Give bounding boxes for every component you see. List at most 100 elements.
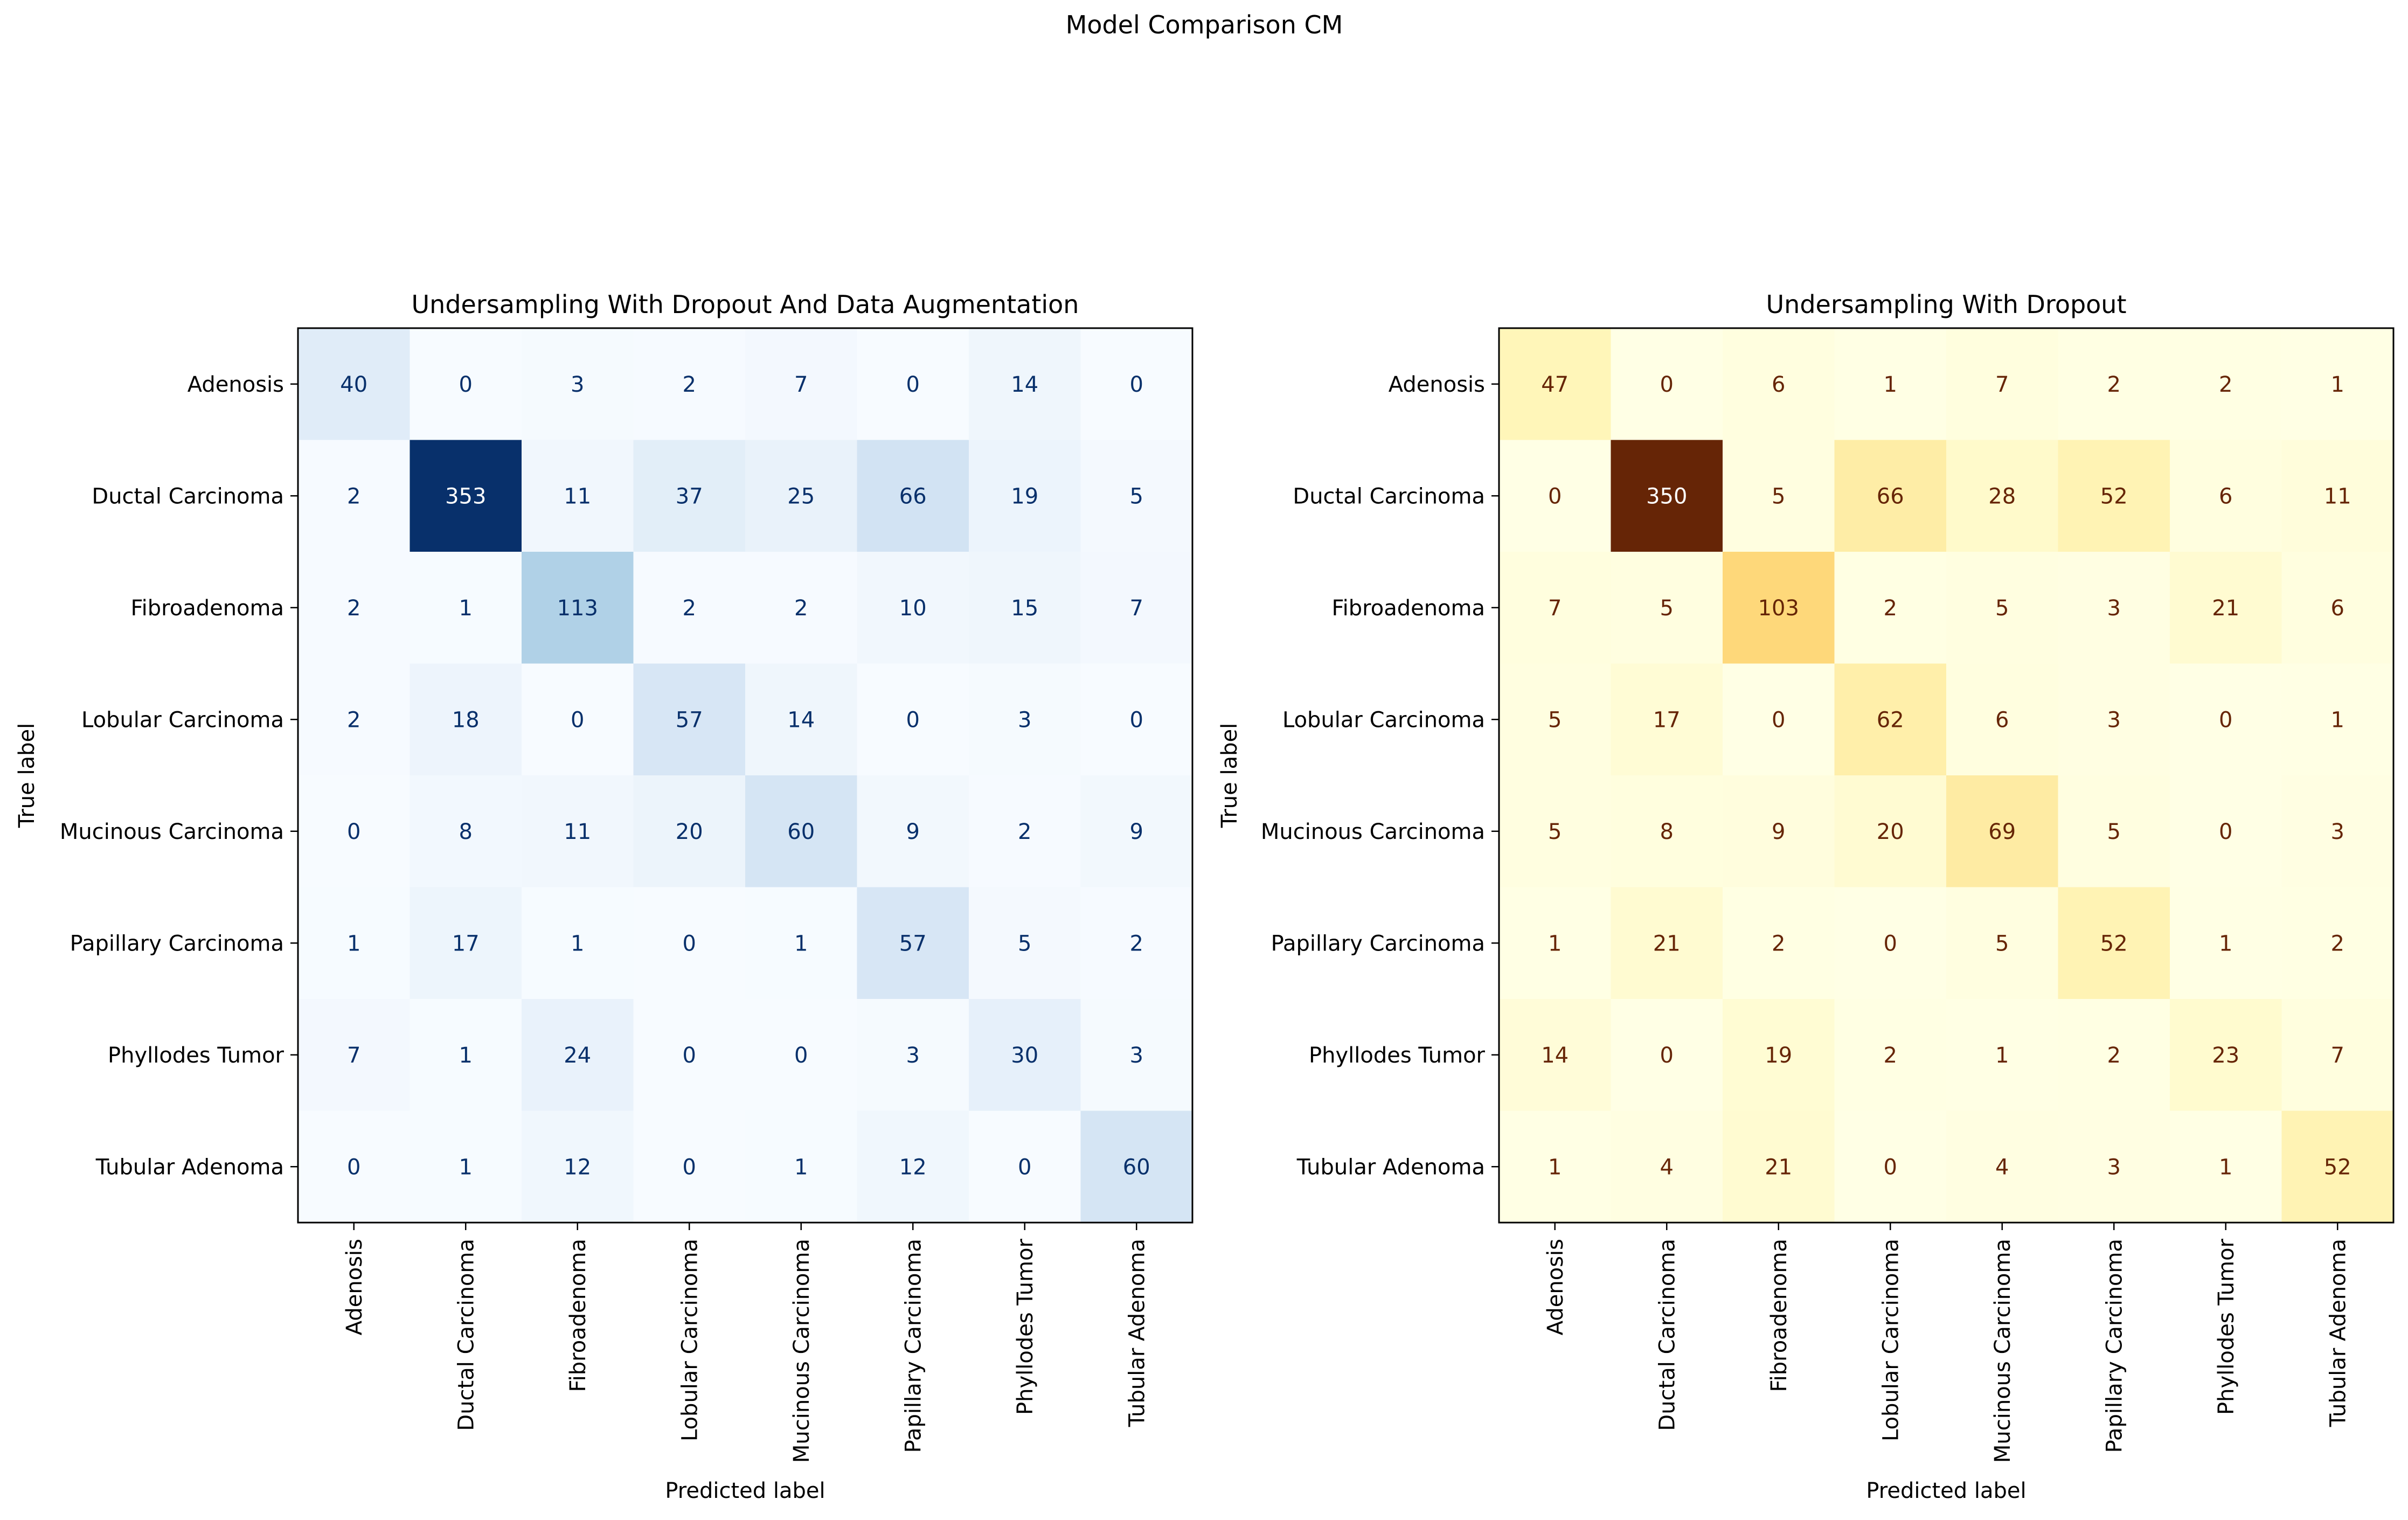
heatmap-cell [1946, 663, 2058, 776]
cell-value-label: 11 [564, 820, 591, 844]
cell-value-label: 8 [459, 820, 473, 844]
cell-value-label: 2 [794, 596, 808, 621]
heatmap-cell [745, 1110, 857, 1223]
y-tick-label: Lobular Carcinoma [1282, 707, 1485, 732]
cell-value-label: 66 [899, 484, 927, 509]
cell-value-label: 7 [1130, 596, 1143, 621]
heatmap-cell [1080, 328, 1193, 440]
heatmap-cell [2058, 663, 2170, 776]
plot-frame [297, 327, 1193, 1224]
heatmap-cell [633, 775, 746, 887]
cell-value-label: 52 [2324, 1155, 2351, 1179]
cell-value-label: 5 [1995, 596, 2009, 621]
cell-value-label: 0 [794, 1043, 808, 1068]
heatmap-cell [1834, 999, 1947, 1111]
heatmap-cell [522, 663, 634, 776]
heatmap-cell [2281, 1110, 2394, 1223]
y-axis-label: True label [15, 723, 39, 828]
y-tick-label: Fibroadenoma [1332, 596, 1485, 621]
heatmap-cell [745, 552, 857, 664]
heatmap-cell [1946, 999, 2058, 1111]
heatmap-cell [410, 887, 522, 1000]
cell-value-label: 0 [2219, 820, 2232, 844]
cell-value-label: 15 [1011, 596, 1038, 621]
x-tick-label: Tubular Adenoma [2326, 1239, 2350, 1427]
heatmap-cell [1723, 999, 1835, 1111]
heatmap-cell [633, 663, 746, 776]
heatmap-cell [1946, 887, 2058, 1000]
heatmap-cell [1834, 775, 1947, 887]
heatmap-cell [298, 887, 410, 1000]
cell-value-label: 20 [1877, 820, 1904, 844]
cell-value-label: 21 [2212, 596, 2239, 621]
heatmap-cell [969, 663, 1081, 776]
cell-value-label: 14 [787, 707, 815, 732]
heatmap-cell [1723, 1110, 1835, 1223]
heatmap-cell [1080, 663, 1193, 776]
heatmap-cell [857, 775, 969, 887]
heatmap-cell [969, 552, 1081, 664]
cell-value-label: 113 [557, 596, 598, 621]
heatmap-cell [522, 999, 634, 1111]
heatmap-cell [1611, 999, 1723, 1111]
heatmap-cell [522, 775, 634, 887]
heatmap-cell [410, 440, 522, 552]
cell-value-label: 4 [1660, 1155, 1674, 1179]
heatmap-cell [2058, 887, 2170, 1000]
cell-value-label: 21 [1653, 931, 1681, 956]
heatmap-cell [2281, 328, 2394, 440]
y-tick-label: Mucinous Carcinoma [1261, 820, 1485, 844]
x-tick-label: Ductal Carcinoma [454, 1239, 478, 1431]
y-tick-label: Papillary Carcinoma [70, 931, 284, 956]
heatmap-cell [969, 887, 1081, 1000]
cell-value-label: 2 [683, 372, 696, 397]
cell-value-label: 9 [906, 820, 920, 844]
x-tick-label: Fibroadenoma [1767, 1239, 1792, 1392]
x-tick-label: Adenosis [1543, 1239, 1568, 1335]
cell-value-label: 353 [445, 484, 486, 509]
heatmap-cell [1080, 887, 1193, 1000]
cell-value-label: 2 [1130, 931, 1143, 956]
heatmap-cell [1499, 440, 1611, 552]
heatmap-cell [2281, 552, 2394, 664]
cell-value-label: 1 [1548, 931, 1562, 956]
cell-value-label: 66 [1877, 484, 1904, 509]
cell-value-label: 37 [676, 484, 703, 509]
cell-value-label: 3 [571, 372, 584, 397]
cell-value-label: 5 [1660, 596, 1674, 621]
cell-value-label: 0 [1548, 484, 1562, 509]
heatmap-cell [633, 1110, 746, 1223]
heatmap-cell [2058, 440, 2170, 552]
cell-value-label: 10 [899, 596, 927, 621]
cell-value-label: 0 [571, 707, 584, 732]
heatmap-cell [1723, 552, 1835, 664]
cell-value-label: 57 [899, 931, 927, 956]
y-tick-label: Phyllodes Tumor [1309, 1043, 1486, 1068]
heatmap-cell [745, 328, 857, 440]
y-tick-label: Phyllodes Tumor [108, 1043, 284, 1068]
cell-value-label: 1 [459, 596, 473, 621]
heatmap-cell [857, 328, 969, 440]
heatmap-cell [522, 328, 634, 440]
heatmap-cell [1080, 999, 1193, 1111]
heatmap-cell [298, 775, 410, 887]
cell-value-label: 0 [683, 1043, 696, 1068]
cell-value-label: 30 [1011, 1043, 1038, 1068]
cell-value-label: 2 [2219, 372, 2232, 397]
heatmap-cell [745, 440, 857, 552]
cell-value-label: 7 [794, 372, 808, 397]
heatmap-cell [1080, 775, 1193, 887]
cell-value-label: 1 [571, 931, 584, 956]
heatmap-cell [1946, 328, 2058, 440]
heatmap-cell [2170, 663, 2282, 776]
cell-value-label: 9 [1130, 820, 1143, 844]
heatmap-cell [298, 552, 410, 664]
cell-value-label: 7 [2331, 1043, 2344, 1068]
cell-value-label: 0 [1884, 931, 1897, 956]
heatmap-cell [1080, 440, 1193, 552]
cell-value-label: 1 [459, 1043, 473, 1068]
y-axis-label: True label [1217, 723, 1242, 828]
heatmap-cell [969, 999, 1081, 1111]
heatmap-cell [1611, 1110, 1723, 1223]
heatmap-cell [1723, 887, 1835, 1000]
